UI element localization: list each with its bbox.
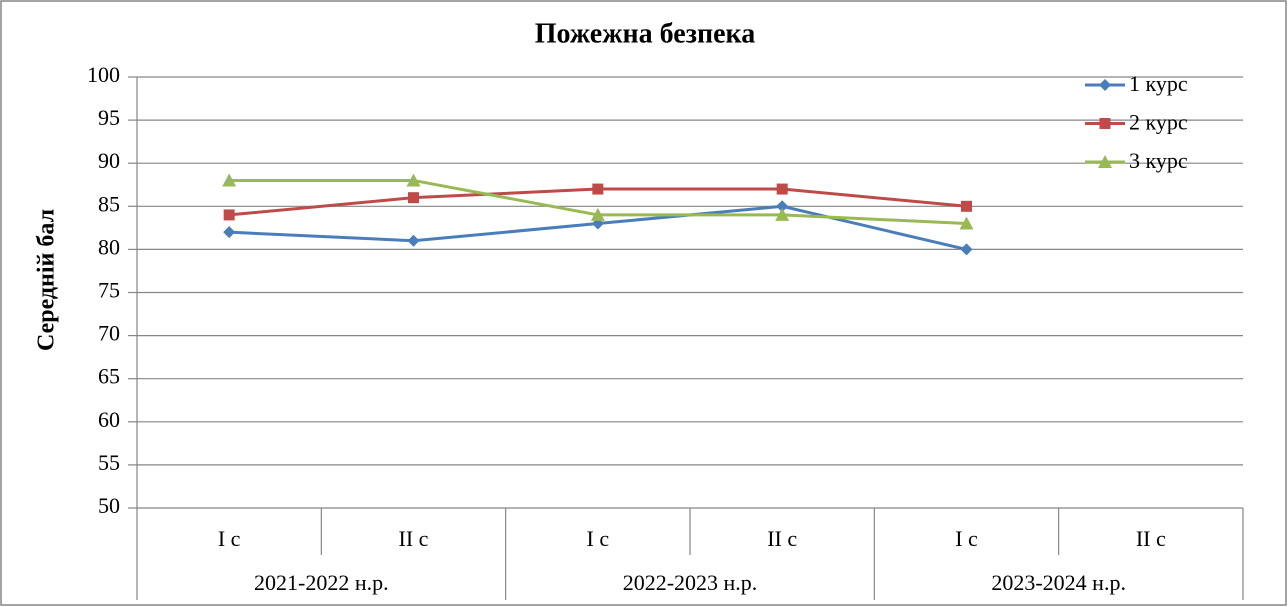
y-axis-label: Середній бал bbox=[34, 209, 60, 351]
data-point bbox=[776, 200, 789, 213]
y-tick-label: 85 bbox=[98, 191, 120, 216]
y-tick-label: 55 bbox=[98, 450, 120, 475]
data-point bbox=[222, 173, 237, 187]
data-point bbox=[590, 207, 605, 221]
legend-label: 3 курс bbox=[1129, 148, 1188, 173]
y-tick-label: 100 bbox=[87, 62, 120, 87]
y-tick-label: 80 bbox=[98, 234, 120, 259]
y-tick-label: 90 bbox=[98, 148, 120, 173]
x-tick-label: II с bbox=[1136, 526, 1166, 551]
legend-label: 1 курс bbox=[1129, 71, 1188, 96]
y-tick-label: 70 bbox=[98, 321, 120, 346]
data-point bbox=[959, 216, 974, 230]
y-tick-label: 50 bbox=[98, 493, 120, 518]
data-point bbox=[223, 209, 235, 221]
data-point bbox=[775, 207, 790, 221]
data-point bbox=[961, 200, 972, 212]
x-tick-label: II с bbox=[399, 526, 429, 551]
legend-marker bbox=[1098, 155, 1112, 168]
y-tick-label: 65 bbox=[98, 364, 120, 389]
data-point bbox=[406, 173, 421, 187]
x-group-label: 2022-2023 н.р. bbox=[623, 570, 758, 595]
y-tick-label: 95 bbox=[98, 105, 120, 130]
x-tick-label: I с bbox=[955, 526, 978, 551]
data-point bbox=[407, 234, 420, 247]
x-group-label: 2021-2022 н.р. bbox=[254, 570, 389, 595]
x-tick-label: I с bbox=[218, 526, 241, 551]
chart-title: Пожежна безпека bbox=[535, 18, 755, 49]
legend-label: 2 курс bbox=[1129, 110, 1188, 135]
data-point bbox=[223, 226, 236, 239]
data-point bbox=[408, 192, 419, 204]
x-group-label: 2023-2024 н.р. bbox=[991, 570, 1126, 595]
legend-marker bbox=[1099, 79, 1111, 91]
data-point bbox=[592, 183, 604, 195]
x-tick-label: I с bbox=[587, 526, 610, 551]
x-tick-label: II с bbox=[767, 526, 797, 551]
legend-marker bbox=[1099, 118, 1111, 129]
data-point bbox=[776, 183, 788, 195]
data-point bbox=[960, 243, 973, 256]
y-tick-label: 60 bbox=[98, 407, 120, 432]
y-tick-label: 75 bbox=[98, 278, 120, 303]
